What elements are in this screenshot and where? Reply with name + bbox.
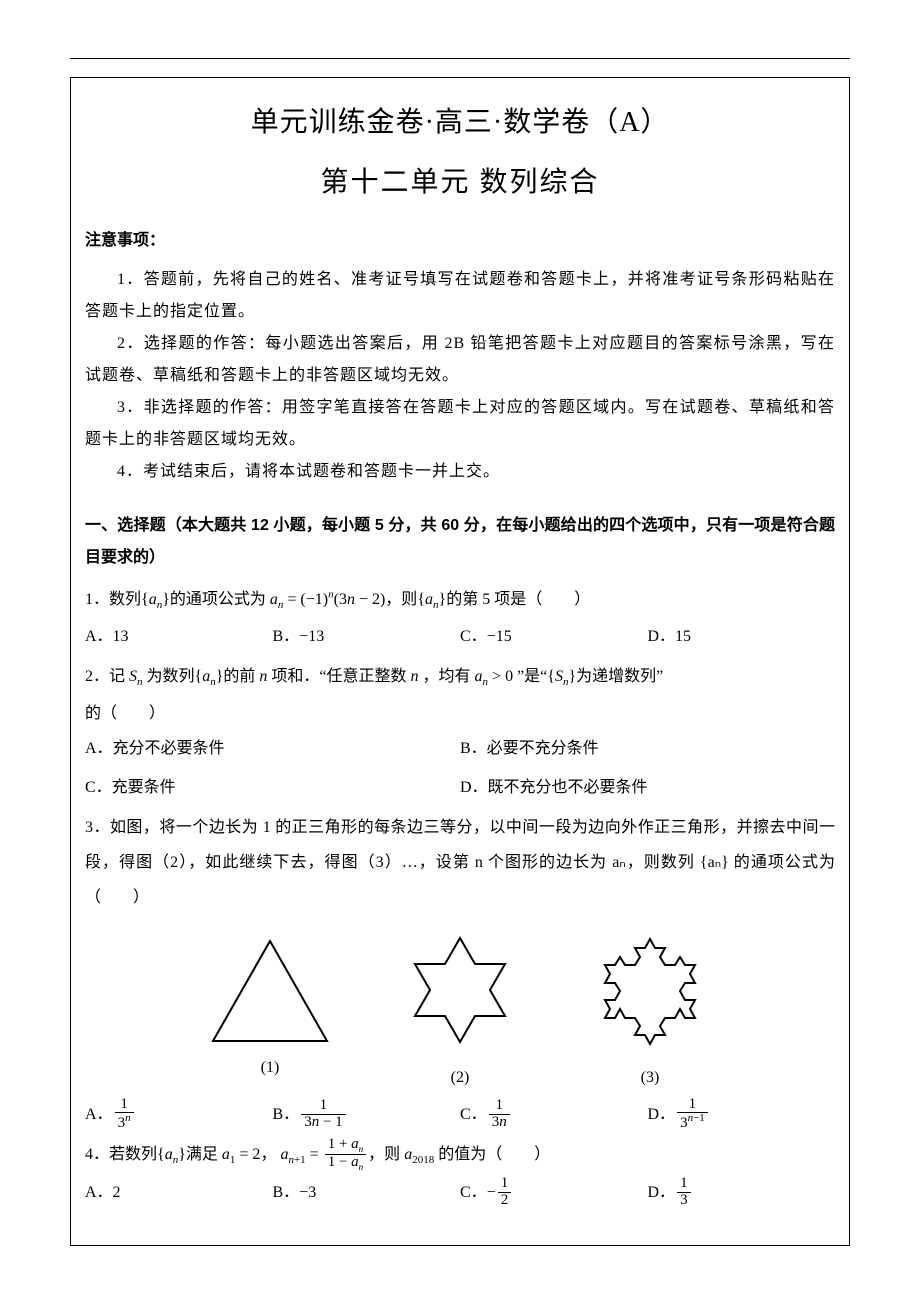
q4-t3: ，: [260, 1146, 276, 1163]
q1-opt-a: A．13: [85, 619, 273, 654]
fig-2: (2): [395, 933, 525, 1087]
q4-stem: 4．若数列{an}满足 a1 = 2， an+1 = 1 + an1 − an，…: [85, 1137, 835, 1173]
q2-line2: 的（ ）: [85, 696, 835, 731]
q1-opt-b: B．−13: [273, 619, 461, 654]
section-1-heading: 一、选择题（本大题共 12 小题，每小题 5 分，共 60 分，在每小题给出的四…: [85, 510, 835, 574]
q2-t7: 为递增数列”: [576, 668, 663, 685]
q2-t3: 的前: [223, 668, 255, 685]
q1-t3: ，则: [385, 591, 417, 608]
q1-options: A．13 B．−13 C．−15 D．15: [85, 619, 835, 654]
notice-item-4: 4．考试结束后，请将本试题卷和答题卡一并上交。: [85, 456, 835, 488]
title-line-2: 第十二单元 数列综合: [85, 160, 835, 200]
q4-t4: ，则: [368, 1146, 400, 1163]
q3-stem: 3．如图，将一个边长为 1 的正三角形的每条边三等分，以中间一段为边向外作正三角…: [85, 810, 835, 916]
star-icon: [395, 933, 525, 1063]
q3-b-label: B．: [273, 1106, 300, 1123]
q2-t2: 为数列: [147, 668, 195, 685]
q4-opt-a: A．2: [85, 1175, 273, 1210]
q4-opt-d: D．13: [648, 1175, 836, 1210]
q4-opt-c: C．−12: [460, 1175, 648, 1210]
q3-d-label: D．: [648, 1106, 676, 1123]
q3-opt-c: C．13n: [460, 1097, 648, 1133]
q3-opt-b: B．13n − 1: [273, 1097, 461, 1133]
q2-stem: 2．记 Sn 为数列{an}的前 n 项和．“任意正整数 n ，均有 an > …: [85, 659, 835, 694]
triangle-icon: [205, 933, 335, 1053]
q2-opt-b: B．必要不充分条件: [460, 731, 835, 766]
content-frame: 单元训练金卷·高三·数学卷（A） 第十二单元 数列综合 注意事项： 1．答题前，…: [70, 77, 850, 1246]
q3-a-label: A．: [85, 1106, 113, 1123]
notice-item-3: 3．非选择题的作答：用签字笔直接答在答题卡上对应的答题区域内。写在试题卷、草稿纸…: [85, 392, 835, 456]
q4-opt-b: B．−3: [273, 1175, 461, 1210]
q2-t6: ”是“: [517, 668, 547, 685]
q1-t2: 的通项公式为: [170, 591, 266, 608]
q3-c-label: C．: [460, 1106, 487, 1123]
fig-3-label: (3): [585, 1069, 715, 1087]
q3-options: A．13n B．13n − 1 C．13n D．13n−1: [85, 1097, 835, 1133]
q2-options-2: C．充要条件 D．既不充分也不必要条件: [85, 770, 835, 805]
q4-d-label: D．: [648, 1184, 676, 1201]
page: 单元训练金卷·高三·数学卷（A） 第十二单元 数列综合 注意事项： 1．答题前，…: [0, 0, 920, 1286]
q4-options: A．2 B．−3 C．−12 D．13: [85, 1175, 835, 1210]
q2-t4: 项和．“任意正整数: [271, 668, 406, 685]
q3-opt-a: A．13n: [85, 1097, 273, 1133]
q2-options-1: A．充分不必要条件 B．必要不充分条件: [85, 731, 835, 766]
q4-t5: 的值为（ ）: [438, 1146, 550, 1163]
q4-t1: 4．若数列: [85, 1146, 157, 1163]
fig-2-label: (2): [395, 1069, 525, 1087]
fig-1-label: (1): [205, 1059, 335, 1077]
q1-t1: 1．数列: [85, 591, 141, 608]
q3-opt-d: D．13n−1: [648, 1097, 836, 1133]
fig-1: (1): [205, 933, 335, 1087]
q1-t4: 的第 5 项是（ ）: [446, 591, 590, 608]
top-rule: [70, 58, 850, 59]
q2-opt-a: A．充分不必要条件: [85, 731, 460, 766]
q2-opt-d: D．既不充分也不必要条件: [460, 770, 835, 805]
q1-opt-c: C．−15: [460, 619, 648, 654]
koch-icon: [585, 933, 715, 1063]
notice-block: 注意事项： 1．答题前，先将自己的姓名、准考证号填写在试题卷和答题卡上，并将准考…: [85, 226, 835, 488]
q1-opt-d: D．15: [648, 619, 836, 654]
q4-t2: 满足: [186, 1146, 218, 1163]
title-line-1: 单元训练金卷·高三·数学卷（A）: [85, 100, 835, 140]
fig-3: (3): [585, 933, 715, 1087]
q1-stem: 1．数列{an}的通项公式为 an = (−1)n(3n − 2)，则{an}的…: [85, 582, 835, 617]
notice-item-2: 2．选择题的作答：每小题选出答案后，用 2B 铅笔把答题卡上对应题目的答案标号涂…: [85, 328, 835, 392]
q2-t1: 2．记: [85, 668, 125, 685]
q2-t5: ，均有: [423, 668, 471, 685]
notice-heading: 注意事项：: [85, 226, 835, 250]
q3-figures: (1) (2) (3): [85, 933, 835, 1087]
notice-item-1: 1．答题前，先将自己的姓名、准考证号填写在试题卷和答题卡上，并将准考证号条形码粘…: [85, 264, 835, 328]
q2-opt-c: C．充要条件: [85, 770, 460, 805]
q4-c-label: C．: [460, 1184, 487, 1201]
